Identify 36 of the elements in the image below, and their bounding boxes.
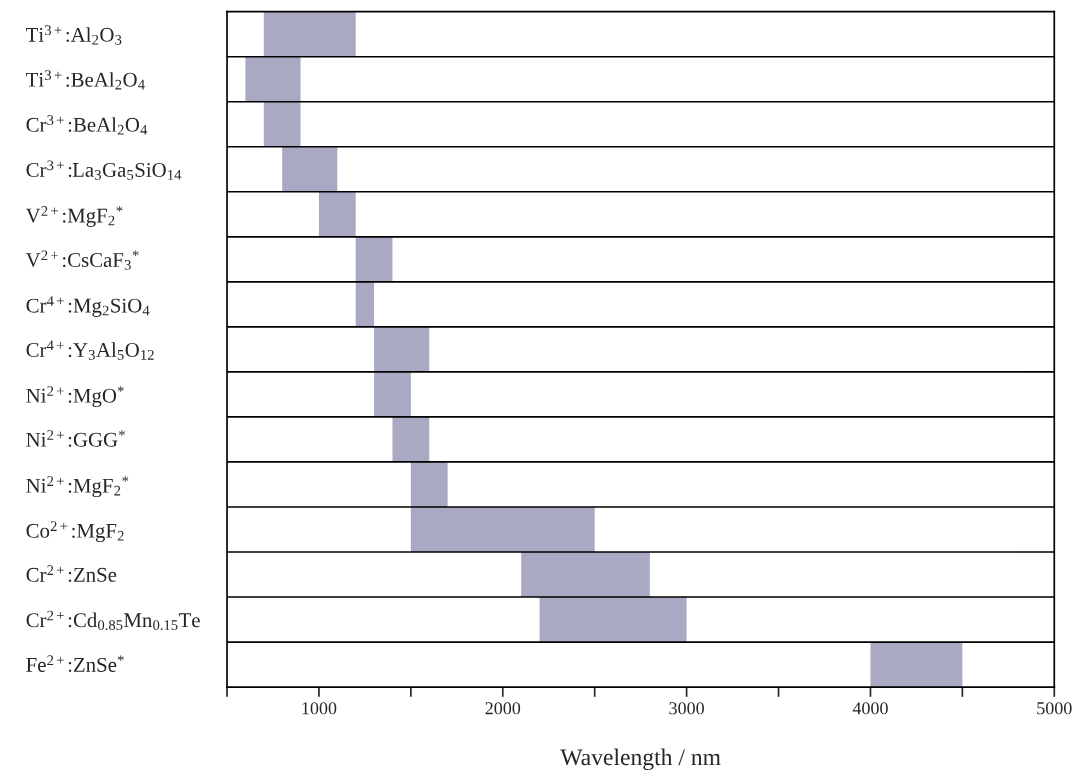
y-tick-label: Cr$^{3+}$:BeAl$_{2}$O$_{4}$ (26, 115, 148, 135)
bar (870, 642, 963, 688)
bar (374, 371, 411, 417)
bar (410, 461, 448, 507)
bar (263, 101, 301, 147)
bar (263, 11, 356, 57)
y-tick-label: Ti$^{3+}$:BeAl$_{2}$O$_{4}$ (26, 70, 145, 90)
bar (539, 597, 687, 643)
bar (355, 236, 393, 282)
y-tick-label: Ni$^{2+}$:MgO$^{*}$ (26, 386, 124, 408)
x-axis-title: Wavelength / nm (560, 748, 721, 771)
y-tick-label: Ni$^{2+}$:MgF$_{2}$$^{*}$ (26, 476, 129, 498)
y-tick-label: Cr$^{2+}$:Cd$_{0.85}$Mn$_{0.15}$Te (26, 610, 200, 631)
y-tick-label: V$^{2+}$:CsCaF$_{3}$$^{*}$ (25, 250, 139, 270)
bar (355, 281, 375, 327)
x-tick-label: 4000 (852, 702, 888, 715)
bar (410, 506, 595, 552)
y-tick-label: Ti$^{3+}$:Al$_{2}$O$_{3}$ (26, 25, 122, 45)
y-tick-label: Co$^{2+}$:MgF$_{2}$ (26, 521, 124, 543)
bar (282, 146, 338, 192)
y-tick-label: Cr$^{4+}$:Y$_{3}$Al$_{5}$O$_{12}$ (26, 340, 154, 360)
y-tick-label: Cr$^{3+}$:La$_{3}$Ga$_{5}$SiO$_{14}$ (26, 160, 182, 180)
x-tick-label: 1000 (302, 702, 337, 715)
y-tick-label: Cr$^{4+}$:Mg$_{2}$SiO$_{4}$ (26, 296, 150, 317)
y-tick-label: Cr$^{2+}$:ZnSe (26, 565, 117, 582)
x-tick-label: 2000 (485, 702, 521, 715)
bar (374, 326, 430, 372)
bar (245, 56, 301, 102)
y-tick-label: Ni$^{2+}$:GGG$^{*}$ (26, 430, 125, 447)
y-tick-label: Fe$^{2+}$:ZnSe$^{*}$ (26, 655, 124, 672)
x-tick-label: 3000 (669, 702, 704, 715)
bar (318, 191, 356, 237)
bar (521, 552, 650, 598)
y-tick-label: V$^{2+}$:MgF$_{2}$$^{*}$ (25, 206, 123, 227)
x-tick-label: 5000 (1037, 702, 1072, 715)
bar (392, 416, 430, 462)
